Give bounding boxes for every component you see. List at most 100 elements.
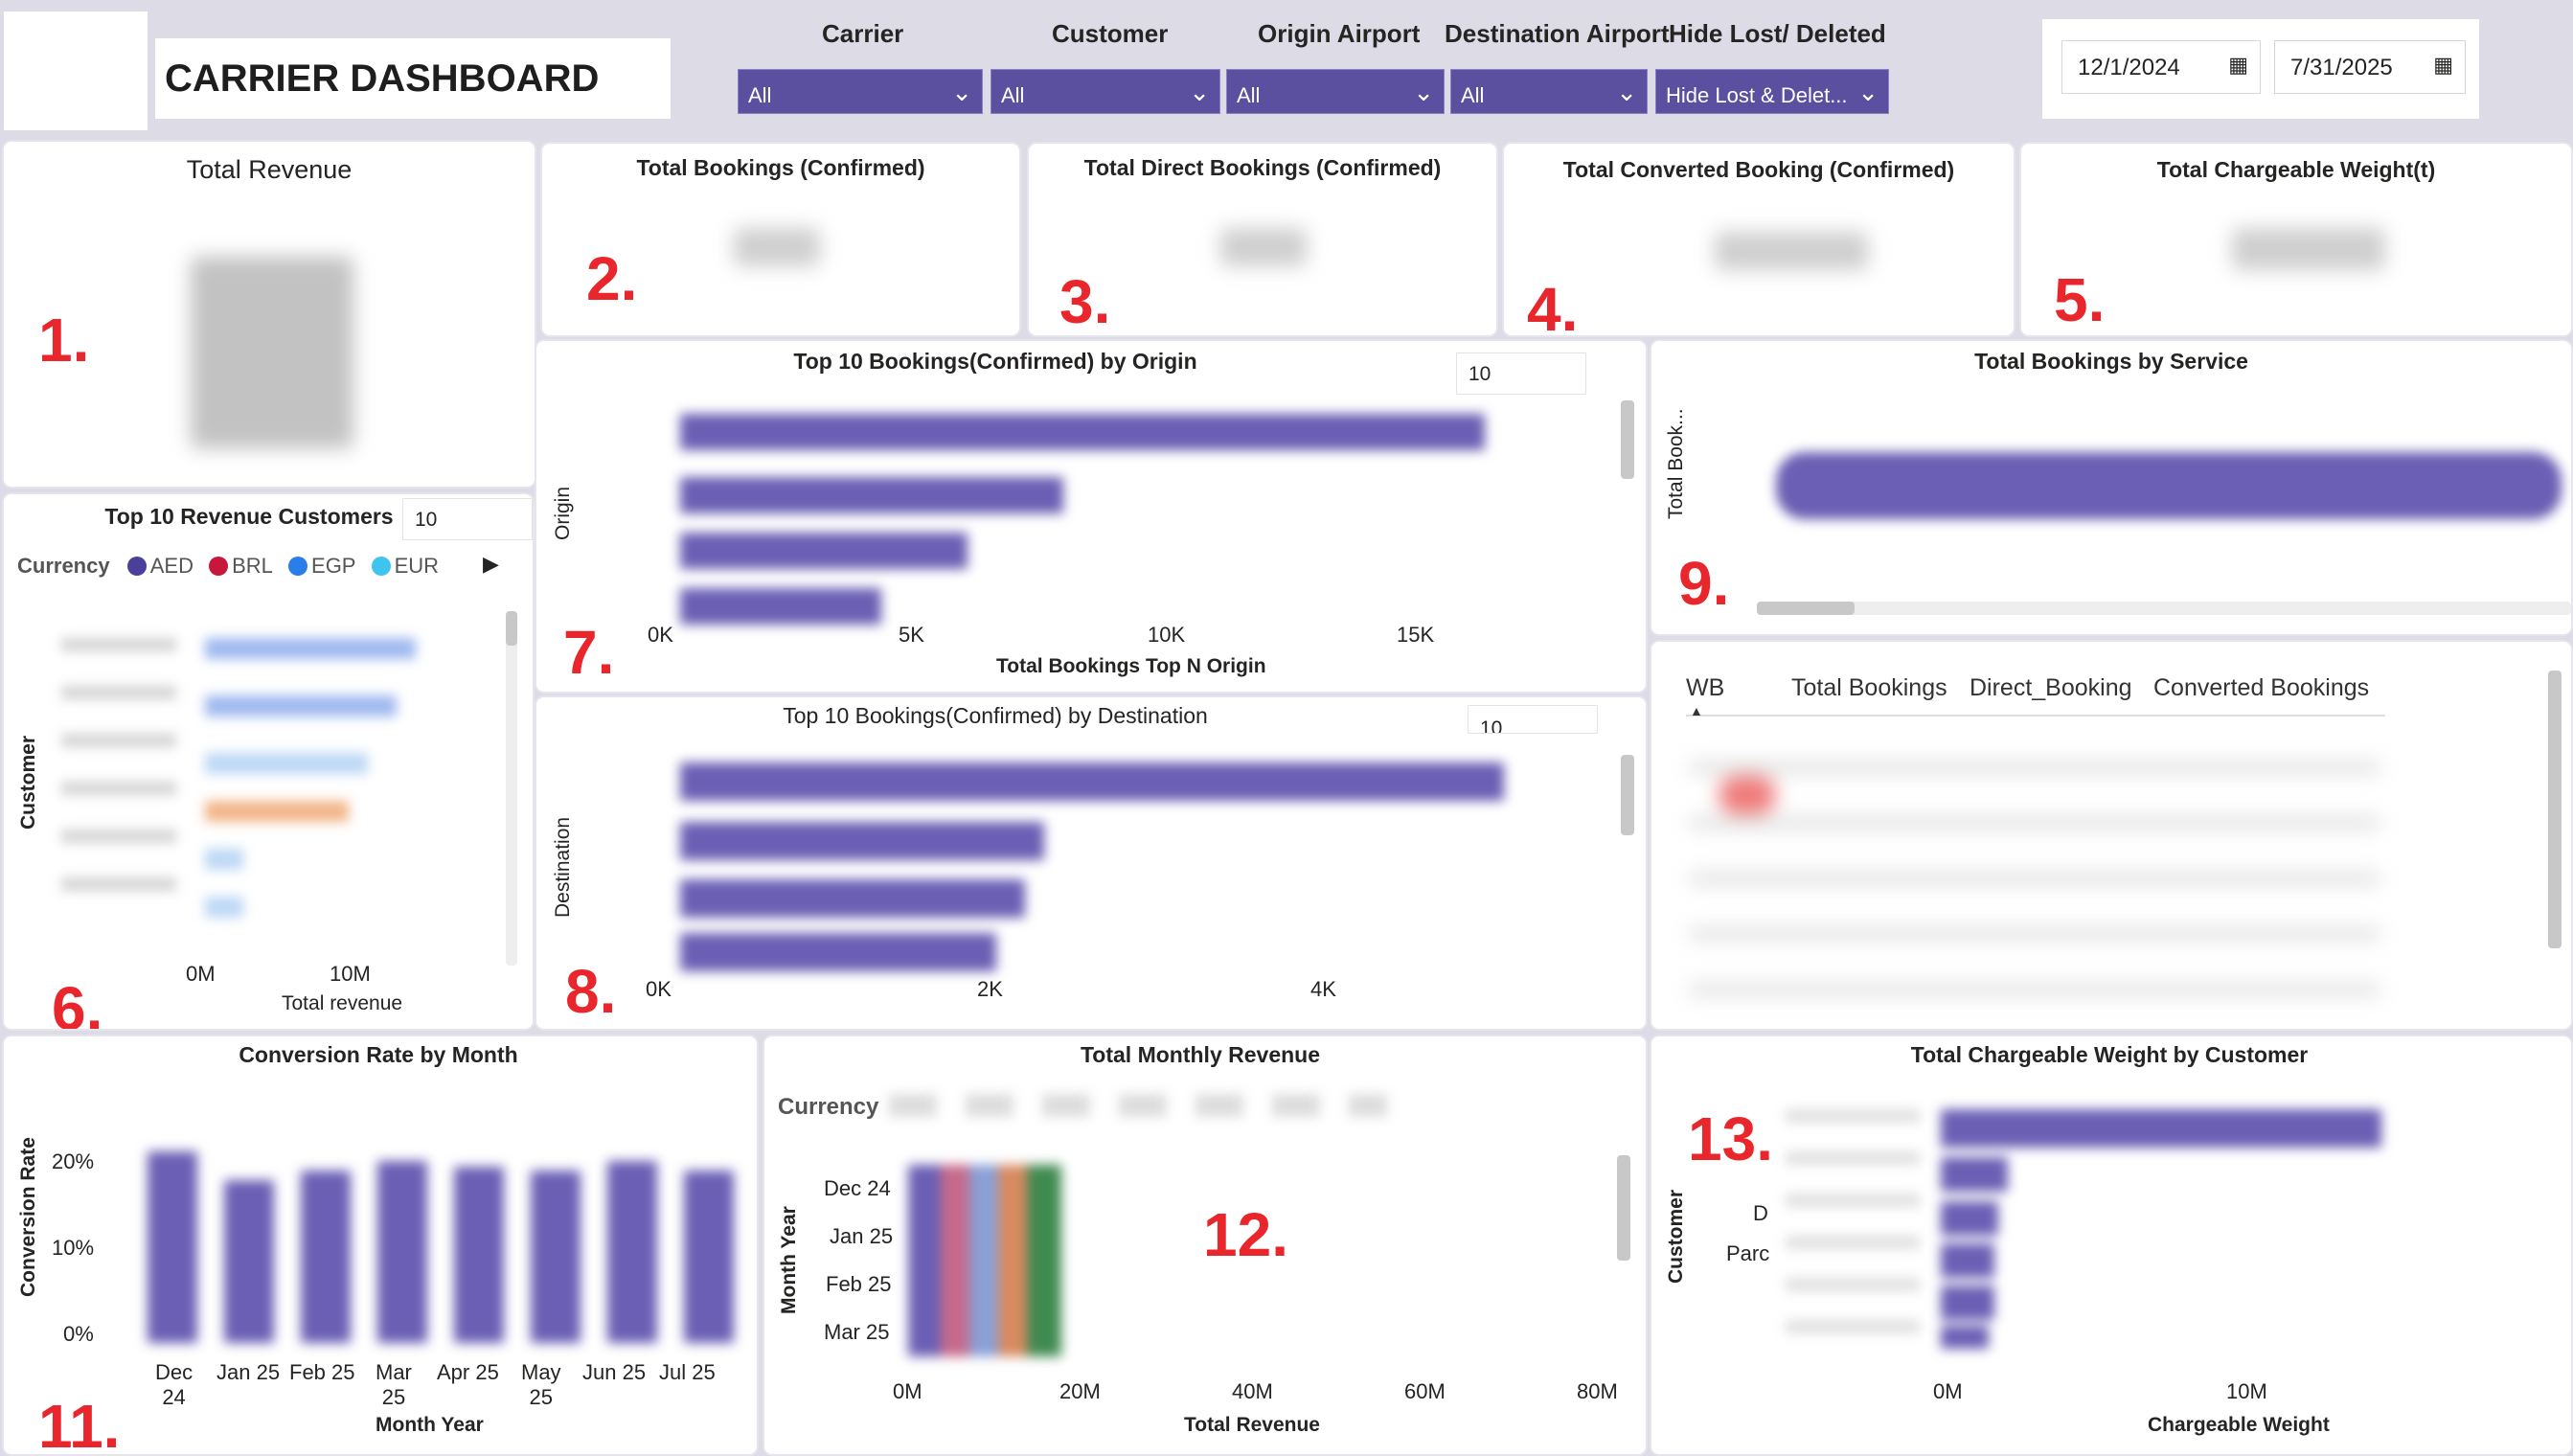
- conversion-xtick-1: Jan 25: [216, 1360, 281, 1384]
- dashboard-title: CARRIER DASHBOARD: [165, 57, 600, 100]
- destination-topn-value: 10: [1480, 717, 1503, 734]
- monthly-revenue-card: Total Monthly Revenue Currency Month Yea…: [763, 1035, 1648, 1456]
- service-scrollbar[interactable]: [1757, 602, 2571, 615]
- col-converted-bookings[interactable]: Converted Bookings: [2153, 674, 2370, 701]
- origin-chart-xlabel: Total Bookings Top N Origin: [996, 655, 1266, 677]
- annotation-13: 13.: [1688, 1104, 1773, 1173]
- annotation-3: 3.: [1059, 267, 1111, 336]
- wb-table-header: WB ▲ Total Bookings Direct_Booking Conve…: [1686, 674, 2385, 718]
- conversion-plot-blurred: [128, 1132, 741, 1343]
- revenue-topn-input[interactable]: 10: [402, 498, 533, 540]
- origin-chart-ylabel: Origin: [552, 486, 574, 540]
- col-total-bookings[interactable]: Total Bookings: [1791, 674, 1947, 701]
- sort-asc-icon[interactable]: ▲: [1690, 703, 1703, 718]
- origin-xtick-0: 0K: [648, 623, 673, 647]
- legend-eur[interactable]: EUR: [371, 554, 439, 578]
- monthly-xtick-0: 0M: [893, 1379, 922, 1403]
- hide-lost-label: Hide Lost/ Deleted: [1669, 19, 1886, 48]
- carrier-dropdown[interactable]: All ⌄: [738, 69, 983, 114]
- monthly-revenue-ylabel: Month Year: [778, 1206, 800, 1314]
- col-wb[interactable]: WB: [1686, 674, 1725, 701]
- service-chart-ylabel: Total Book...: [1665, 408, 1687, 519]
- date-to-value: 7/31/2025: [2290, 55, 2393, 80]
- weight-chart-ylabel: Customer: [1665, 1189, 1687, 1284]
- origin-airport-dropdown[interactable]: All ⌄: [1226, 69, 1445, 114]
- origin-plot-blurred: [603, 398, 1609, 648]
- conversion-xtick-3-b: 25: [381, 1385, 406, 1409]
- monthly-revenue-xlabel: Total Revenue: [1184, 1414, 1320, 1436]
- service-chart-title: Total Bookings by Service: [1974, 349, 2248, 374]
- revenue-customers-scrollbar[interactable]: [506, 611, 517, 966]
- monthly-ytick-1: Jan 25: [830, 1224, 894, 1248]
- conversion-xtick-2: Feb 25: [289, 1360, 355, 1384]
- eur-dot-icon: [371, 557, 391, 576]
- total-bookings-value-blurred: [734, 228, 820, 266]
- conversion-xtick-5: May 25: [521, 1360, 561, 1410]
- destination-xtick-1: 2K: [977, 977, 1003, 1001]
- hide-lost-value: Hide Lost & Delet...: [1666, 83, 1848, 107]
- calendar-icon: ▦: [2433, 53, 2453, 77]
- col-direct-booking[interactable]: Direct_Booking: [1970, 674, 2132, 701]
- chevron-down-icon: ⌄: [1413, 78, 1434, 106]
- monthly-plot-blurred: [908, 1165, 1071, 1356]
- converted-booking-value-blurred: [1715, 232, 1868, 270]
- chargeable-weight-card: Total Chargeable Weight(t) 5.: [2019, 142, 2573, 337]
- direct-bookings-card: Total Direct Bookings (Confirmed) 3.: [1027, 142, 1498, 337]
- customer-dropdown[interactable]: All ⌄: [990, 69, 1220, 114]
- service-scroll-thumb[interactable]: [1757, 602, 1855, 615]
- origin-airport-value: All: [1237, 83, 1261, 107]
- monthly-xtick-4: 80M: [1577, 1379, 1618, 1403]
- monthly-legend-items-blurred: [889, 1086, 1387, 1125]
- conversion-xtick-5-a: May: [521, 1360, 561, 1384]
- conversion-xtick-4: Apr 25: [437, 1360, 499, 1384]
- origin-scrollbar-thumb[interactable]: [1621, 400, 1634, 479]
- conversion-xtick-0: Dec 24: [155, 1360, 193, 1410]
- origin-xtick-3: 15K: [1397, 623, 1435, 647]
- wb-table-card: WB ▲ Total Bookings Direct_Booking Conve…: [1650, 640, 2573, 1031]
- destination-scrollbar-thumb[interactable]: [1621, 755, 1634, 835]
- carrier-value: All: [748, 83, 772, 107]
- annotation-6: 6.: [52, 974, 103, 1031]
- chevron-down-icon: ⌄: [951, 78, 972, 106]
- legend-egp[interactable]: EGP: [288, 554, 355, 578]
- destination-chart-ylabel: Destination: [552, 816, 574, 918]
- revenue-customers-ylabel: Customer: [17, 735, 39, 830]
- monthly-scrollbar-thumb[interactable]: [1617, 1155, 1630, 1261]
- annotation-7: 7.: [563, 618, 615, 687]
- revenue-customers-plot-blurred: [61, 619, 492, 944]
- weight-ylabel-parc: Parc: [1726, 1241, 1770, 1265]
- date-from-value: 12/1/2024: [2078, 55, 2180, 80]
- destination-topn-input[interactable]: 10: [1468, 705, 1598, 734]
- chevron-down-icon: ⌄: [1189, 78, 1210, 106]
- date-to-input[interactable]: 7/31/2025 ▦: [2274, 40, 2466, 94]
- conversion-rate-card: Conversion Rate by Month Conversion Rate…: [2, 1035, 759, 1456]
- destination-airport-dropdown[interactable]: All ⌄: [1450, 69, 1648, 114]
- monthly-revenue-title: Total Monthly Revenue: [1080, 1042, 1321, 1067]
- chargeable-weight-value-blurred: [2232, 228, 2385, 270]
- annotation-9: 9.: [1678, 549, 1730, 618]
- legend-title: Currency: [17, 554, 110, 578]
- legend-aed[interactable]: AED: [126, 554, 194, 578]
- destination-xtick-0: 0K: [646, 977, 672, 1001]
- revenue-customers-scroll-thumb[interactable]: [506, 611, 517, 646]
- conversion-ytick-1: 10%: [52, 1236, 95, 1260]
- annotation-11: 11.: [38, 1392, 121, 1456]
- service-plot-blurred: [1719, 395, 2571, 586]
- conversion-xtick-7: Jul 25: [659, 1360, 716, 1384]
- date-from-input[interactable]: 12/1/2024 ▦: [2061, 40, 2261, 94]
- legend-next-arrow-icon[interactable]: ▶: [483, 552, 499, 576]
- monthly-xtick-3: 60M: [1404, 1379, 1446, 1403]
- destination-plot-blurred: [603, 745, 1609, 985]
- weight-chart-xlabel: Chargeable Weight: [2148, 1414, 2330, 1436]
- legend-brl[interactable]: BRL: [209, 554, 273, 578]
- wb-table-scroll-thumb[interactable]: [2548, 671, 2562, 948]
- conversion-chart-xlabel: Month Year: [376, 1414, 484, 1436]
- origin-topn-input[interactable]: 10: [1456, 353, 1586, 395]
- revenue-customers-xlabel: Total revenue: [282, 992, 403, 1014]
- weight-by-customer-card: Total Chargeable Weight by Customer Cust…: [1650, 1035, 2573, 1456]
- converted-booking-card: Total Converted Booking (Confirmed) 4.: [1502, 142, 2015, 337]
- hide-lost-dropdown[interactable]: Hide Lost & Delet... ⌄: [1655, 69, 1889, 114]
- conversion-xtick-3-a: Mar: [376, 1360, 412, 1384]
- customer-value: All: [1001, 83, 1025, 107]
- origin-xtick-1: 5K: [899, 623, 924, 647]
